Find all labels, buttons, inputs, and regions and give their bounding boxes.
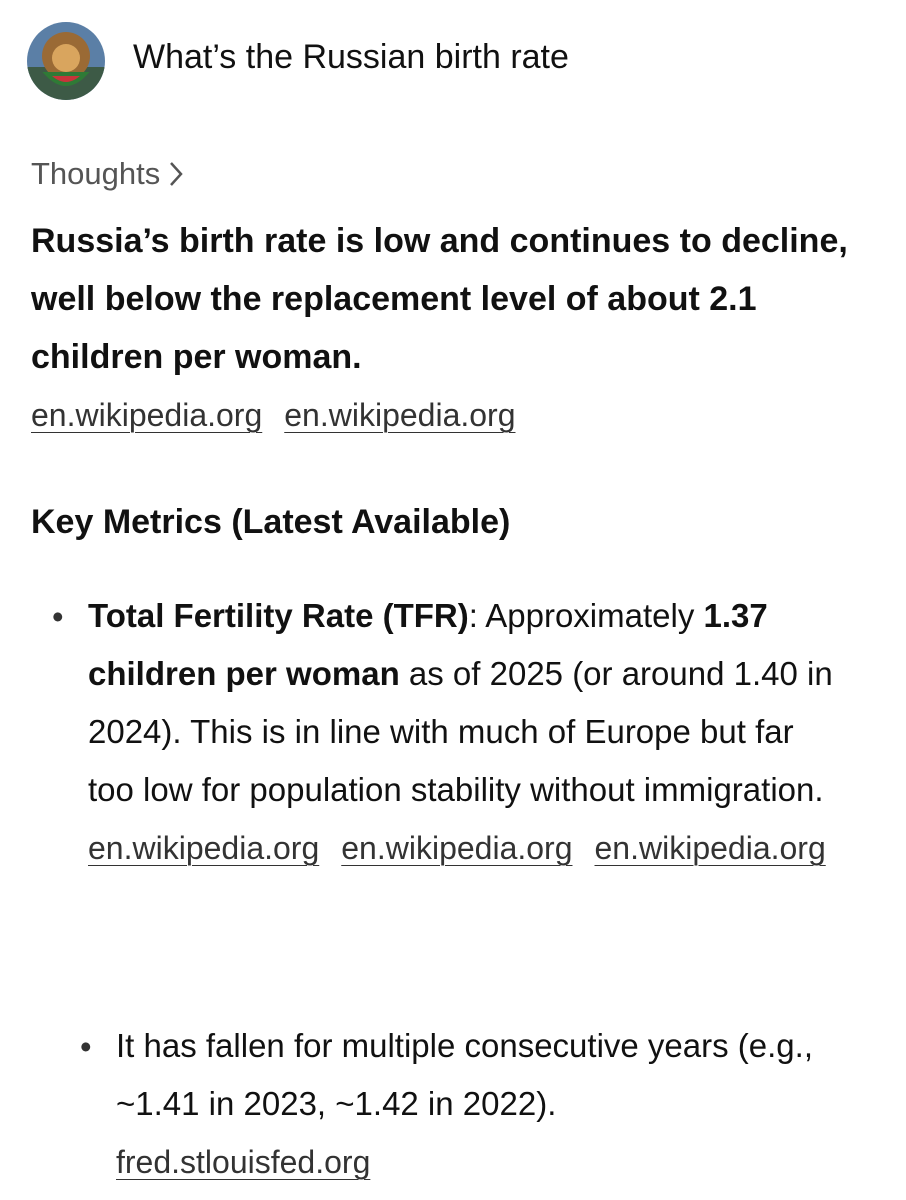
source-link[interactable]: en.wikipedia.org xyxy=(88,830,320,866)
summary-links: en.wikipedia.org en.wikipedia.org xyxy=(31,386,538,444)
bullet-item: Total Fertility Rate (TFR): Approximatel… xyxy=(88,587,848,877)
text: : Approximately xyxy=(468,597,704,634)
section-heading: Key Metrics (Latest Available) xyxy=(31,503,511,541)
bold-text: 1.37 children per woman xyxy=(88,597,777,692)
avatar[interactable] xyxy=(27,22,105,100)
summary: Russia’s birth rate is low and continues… xyxy=(31,222,848,376)
bullet-text: It has fallen for multiple consecutive y… xyxy=(116,1017,876,1133)
bullet-links: en.wikipedia.org en.wikipedia.org en.wikip… xyxy=(88,819,848,877)
source-link[interactable]: en.wikipedia.org xyxy=(594,830,826,866)
text: as of 2025 (or around 1.40 in 2024). Thi… xyxy=(88,655,842,808)
chat-title: What’s the Russian birth rate xyxy=(133,38,569,76)
bullet-dot: • xyxy=(52,598,64,635)
thoughts-toggle[interactable]: Thoughts xyxy=(31,156,184,192)
bullet-text: Total Fertility Rate (TFR): Approximatel… xyxy=(88,587,848,819)
source-link[interactable]: fred.stlouisfed.org xyxy=(116,1144,371,1180)
text: It has fallen for multiple consecutive y… xyxy=(116,1027,823,1122)
source-link[interactable]: en.wikipedia.org xyxy=(31,397,263,433)
bold-text: Total Fertility Rate (TFR) xyxy=(88,597,469,634)
source-link[interactable]: en.wikipedia.org xyxy=(284,397,516,433)
thoughts-label: Thoughts xyxy=(31,156,161,191)
bullet-dot: • xyxy=(80,1028,92,1065)
sub-bullet-item: It has fallen for multiple consecutive y… xyxy=(116,1017,876,1191)
chevron-icon xyxy=(170,162,183,186)
source-link[interactable]: en.wikipedia.org xyxy=(341,830,573,866)
bullet-links: fred.stlouisfed.org xyxy=(116,1133,876,1191)
